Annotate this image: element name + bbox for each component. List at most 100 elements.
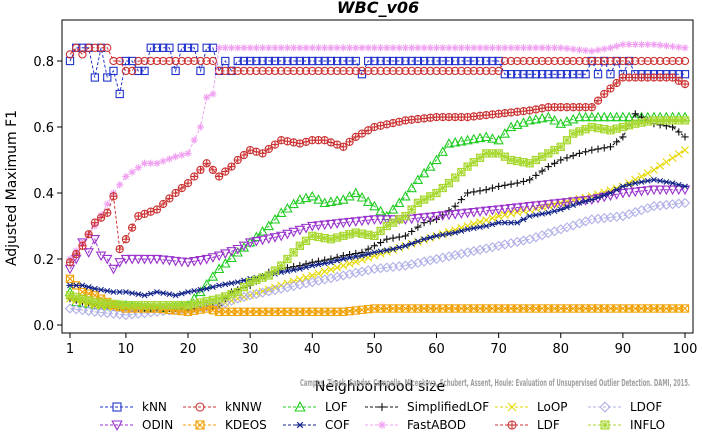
plot-frame — [61, 19, 694, 334]
data-point — [617, 188, 629, 199]
data-point — [668, 154, 677, 163]
data-point — [152, 43, 162, 52]
data-point — [550, 56, 559, 66]
data-point — [258, 66, 267, 76]
data-point — [370, 56, 379, 66]
legend-marker — [378, 403, 386, 411]
data-point — [419, 56, 429, 66]
data-point — [419, 66, 429, 76]
data-point — [408, 44, 416, 52]
data-point — [339, 261, 348, 270]
data-point — [196, 66, 205, 76]
data-point — [151, 254, 163, 265]
data-point — [96, 43, 106, 52]
data-point — [407, 66, 416, 76]
data-point — [513, 70, 522, 79]
data-point — [314, 269, 323, 278]
data-point — [474, 207, 486, 217]
data-point — [321, 44, 329, 52]
data-point — [619, 133, 627, 141]
legend-label: SimplifiedLOF — [407, 400, 489, 414]
data-point — [513, 56, 522, 66]
data-point — [469, 220, 478, 229]
data-point — [356, 216, 368, 227]
data-point — [488, 221, 497, 228]
data-point — [507, 219, 515, 226]
data-point — [401, 56, 410, 66]
data-point — [263, 286, 274, 297]
data-point — [593, 96, 603, 105]
data-point — [382, 247, 391, 256]
data-point — [637, 172, 646, 181]
data-point — [426, 56, 435, 66]
legend-label: FastABOD — [407, 418, 466, 432]
data-point — [619, 183, 627, 190]
data-point — [339, 56, 348, 66]
data-point — [499, 128, 511, 138]
data-point — [314, 261, 323, 268]
data-point — [680, 79, 690, 89]
data-point — [444, 66, 454, 76]
data-point — [296, 265, 304, 272]
data-point — [140, 56, 149, 66]
data-point — [258, 56, 267, 66]
data-point — [325, 219, 337, 230]
legend-marker — [378, 421, 386, 429]
data-point — [656, 56, 665, 66]
data-point — [364, 66, 373, 76]
data-point — [563, 154, 571, 162]
data-point — [443, 210, 455, 221]
data-point — [488, 56, 497, 66]
data-point — [525, 70, 534, 79]
data-point — [252, 147, 261, 156]
data-point — [475, 66, 485, 76]
data-point — [413, 56, 423, 66]
series-knnw — [65, 43, 690, 76]
data-point — [606, 56, 615, 66]
data-point — [456, 209, 467, 219]
data-point — [493, 205, 504, 215]
data-point — [414, 238, 422, 245]
data-point — [257, 287, 268, 298]
data-point — [333, 44, 341, 52]
data-point — [462, 134, 473, 145]
data-point — [246, 66, 255, 76]
data-point — [301, 56, 311, 66]
data-point — [277, 66, 286, 76]
data-point — [196, 56, 205, 66]
data-point — [494, 212, 503, 221]
data-point — [295, 275, 304, 284]
data-point — [457, 228, 465, 234]
data-point — [536, 112, 548, 123]
data-point — [654, 185, 666, 196]
data-point — [238, 241, 250, 252]
data-point — [183, 178, 193, 188]
data-point — [426, 66, 435, 76]
data-point — [519, 56, 528, 66]
legend-label: INFLO — [630, 418, 665, 432]
data-point — [389, 246, 397, 253]
data-point — [178, 290, 186, 297]
data-point — [561, 116, 573, 126]
legend-marker — [112, 402, 122, 412]
data-point — [482, 186, 490, 194]
data-point — [102, 308, 113, 319]
data-point — [78, 241, 87, 250]
data-point — [195, 255, 206, 266]
data-point — [208, 56, 218, 66]
data-point — [320, 56, 329, 66]
legend-marker — [195, 402, 205, 412]
data-point — [364, 44, 372, 52]
data-point — [244, 238, 256, 248]
data-point — [126, 254, 138, 265]
data-point — [109, 289, 118, 295]
data-point — [65, 50, 75, 59]
data-point — [532, 212, 540, 218]
legend-item-fastabod: FastABOD — [365, 418, 466, 432]
data-point — [600, 56, 609, 66]
data-point — [395, 233, 403, 241]
data-point — [314, 257, 323, 265]
data-point — [78, 50, 87, 59]
data-point — [331, 219, 343, 229]
